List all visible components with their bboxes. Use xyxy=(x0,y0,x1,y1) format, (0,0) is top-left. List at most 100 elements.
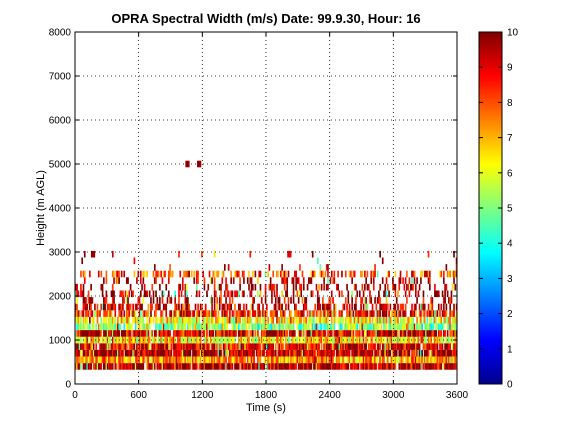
heatmap-cell xyxy=(243,277,245,284)
heatmap-cell xyxy=(251,343,254,350)
heatmap-cell xyxy=(299,356,301,364)
heatmap-cell xyxy=(416,277,418,284)
heatmap-cell xyxy=(418,323,421,331)
heatmap-cell xyxy=(390,316,393,324)
heatmap-cell xyxy=(290,363,292,370)
heatmap-cell xyxy=(274,356,277,364)
heatmap-cell xyxy=(385,323,388,331)
heatmap-cell xyxy=(381,310,384,317)
heatmap-cell xyxy=(329,356,332,364)
heatmap-cell xyxy=(155,343,157,350)
heatmap-cell xyxy=(245,330,248,337)
heatmap-cell xyxy=(167,336,170,344)
heatmap-cell xyxy=(371,330,374,337)
heatmap-cell xyxy=(175,349,178,357)
heatmap-cell xyxy=(120,330,123,337)
heatmap-cell xyxy=(295,356,297,364)
heatmap-cell xyxy=(127,363,129,370)
heatmap-cell xyxy=(394,316,397,324)
heatmap-cell xyxy=(236,290,239,298)
heatmap-cell xyxy=(273,310,276,317)
heatmap-cell xyxy=(445,283,448,291)
heatmap-cell xyxy=(306,310,309,317)
heatmap-cell xyxy=(281,356,283,364)
heatmap-cell xyxy=(371,349,374,357)
heatmap-cell xyxy=(100,323,103,331)
heatmap-cell xyxy=(394,363,397,370)
heatmap-cell xyxy=(358,343,361,350)
heatmap-cell xyxy=(426,356,429,364)
heatmap-cell xyxy=(341,356,343,364)
heatmap-cell xyxy=(439,343,441,350)
heatmap-cell xyxy=(397,343,399,350)
heatmap-cell xyxy=(96,336,99,344)
heatmap-cell xyxy=(253,297,255,304)
heatmap-cell xyxy=(231,363,234,370)
heatmap-cell xyxy=(101,336,104,344)
heatmap-cell xyxy=(445,343,448,350)
heatmap-cell xyxy=(181,336,184,344)
heatmap-cell xyxy=(176,336,179,344)
heatmap-cell xyxy=(381,363,384,370)
heatmap-cell xyxy=(338,343,341,350)
heatmap-cell xyxy=(324,270,327,278)
heatmap-cell xyxy=(274,323,277,331)
heatmap-cell xyxy=(420,323,422,331)
heatmap-cell xyxy=(444,316,446,324)
heatmap-cell xyxy=(428,270,431,278)
heatmap-cell xyxy=(288,343,291,350)
heatmap-cell xyxy=(339,330,342,337)
heatmap-cell xyxy=(225,283,227,291)
heatmap-cell xyxy=(212,323,215,331)
heatmap-cell xyxy=(435,323,438,331)
heatmap-cell xyxy=(308,336,310,344)
heatmap-cell xyxy=(85,316,87,324)
heatmap-cell xyxy=(255,316,258,324)
heatmap-cell xyxy=(197,303,199,311)
heatmap-cell xyxy=(212,349,215,357)
heatmap-cell xyxy=(449,270,452,278)
heatmap-cell xyxy=(418,343,421,350)
heatmap-cell xyxy=(350,310,352,317)
heatmap-cell xyxy=(333,303,336,311)
heatmap-cell xyxy=(127,277,129,284)
heatmap-cell xyxy=(110,363,113,370)
heatmap-cell xyxy=(223,264,226,271)
heatmap-cell xyxy=(237,303,240,311)
heatmap-cell xyxy=(157,323,160,331)
heatmap-cell xyxy=(162,349,165,357)
heatmap-cell xyxy=(194,363,197,370)
heatmap-cell xyxy=(192,363,194,370)
heatmap-cell xyxy=(110,316,113,324)
heatmap-cell xyxy=(179,283,182,291)
heatmap-cell xyxy=(300,343,303,350)
heatmap-cell xyxy=(254,283,257,291)
heatmap-cell xyxy=(379,349,381,357)
heatmap-cell xyxy=(355,356,357,364)
heatmap-cell xyxy=(162,363,165,370)
heatmap-cell xyxy=(181,343,184,350)
heatmap-cell xyxy=(218,303,221,311)
heatmap-cell xyxy=(123,270,126,278)
heatmap-cell xyxy=(440,356,443,364)
heatmap-cell xyxy=(241,310,244,317)
heatmap-cell xyxy=(189,330,192,337)
heatmap-cell xyxy=(259,316,262,324)
heatmap-cell xyxy=(432,316,435,324)
heatmap-cell xyxy=(220,297,222,304)
heatmap-cell xyxy=(75,343,77,350)
heatmap-cell xyxy=(403,343,406,350)
heatmap-cell xyxy=(274,297,277,304)
heatmap-cell xyxy=(178,297,180,304)
heatmap-cell xyxy=(258,356,261,364)
heatmap-cell xyxy=(386,349,389,357)
heatmap-cell xyxy=(407,336,410,344)
heatmap-cell xyxy=(184,323,187,331)
heatmap-cell xyxy=(181,316,184,324)
heatmap-cell xyxy=(346,310,348,317)
heatmap-cell xyxy=(439,323,441,331)
heatmap-cell xyxy=(220,343,222,350)
heatmap-cell xyxy=(95,356,98,364)
heatmap-cell xyxy=(151,336,154,344)
heatmap-cell xyxy=(206,316,208,324)
